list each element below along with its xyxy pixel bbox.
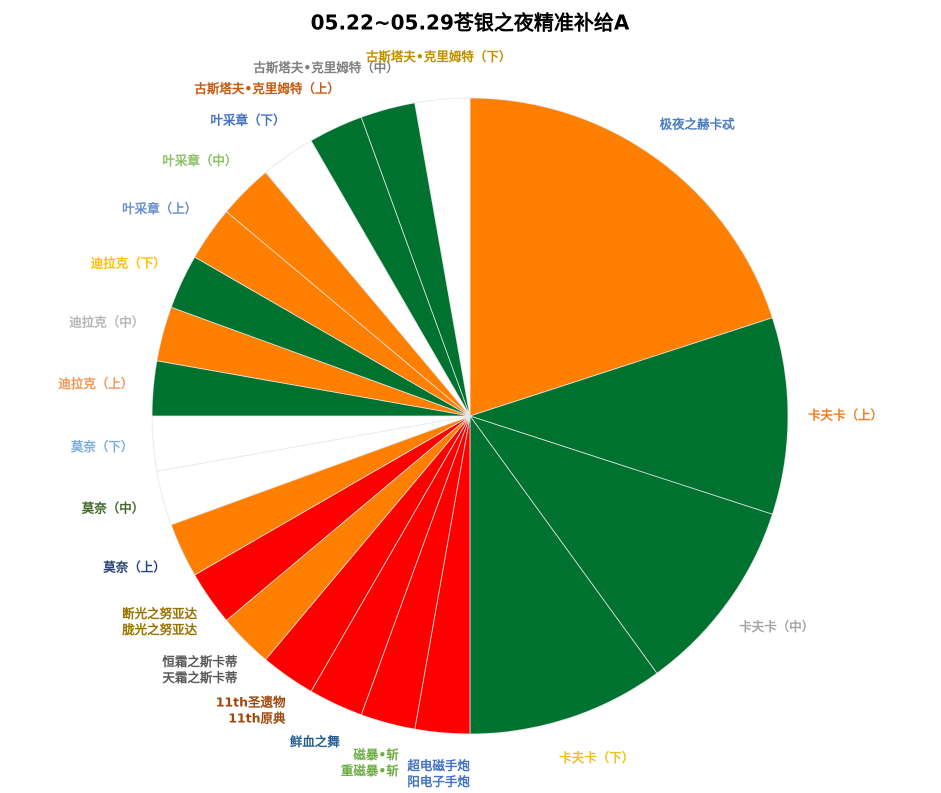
pie-slice [468,415,773,674]
slice-label: 莫奈（中） [82,501,145,516]
slice-label: 叶采章（中） [162,153,237,168]
slice-label: 胧光之努亚达 [122,622,198,637]
pie-slice [468,317,789,515]
slice-label: 莫奈（上） [103,560,166,575]
chart-title: 05.22~05.29苍银之夜精准补给A [311,11,630,35]
slice-label: 磁暴•斩 [352,747,399,762]
slice-label: 卡夫卡（下） [559,750,634,765]
slice-label: 重磁暴•斩 [341,763,399,778]
slice-label: 莫奈（下） [71,439,134,454]
slice-label: 古斯塔夫•克里姆特（下） [366,49,512,64]
pie-slice [414,97,471,417]
pie-slice [469,97,773,417]
slice-label: 恒霜之斯卡蒂 [162,654,238,669]
slice-label: 迪拉克（上） [58,376,133,391]
pie-slice [469,414,658,735]
slice-label: 卡夫卡（上） [808,408,883,423]
slice-label: 古斯塔夫•克里姆特（上） [194,81,340,96]
slice-label: 天霜之斯卡蒂 [162,670,238,685]
slice-label: 迪拉克（中） [69,314,144,329]
slice-label: 迪拉克（下） [91,255,166,270]
slice-label: 11th原典 [228,710,286,725]
slice-label: 阳电子手炮 [407,774,470,789]
slice-label: 断光之努亚达 [122,606,198,621]
slice-label: 鲜血之舞 [290,734,341,749]
slice-label: 卡夫卡（中） [739,619,814,634]
slice-label: 古斯塔夫•克里姆特（中） [253,60,399,75]
slice-label: 叶采章（下） [210,113,285,128]
slice-label: 叶采章（上） [122,201,197,216]
slice-label: 超电磁手炮 [406,758,470,773]
slice-label: 极夜之赫卡忒 [660,116,736,131]
slice-label: 11th圣遗物 [216,694,286,709]
